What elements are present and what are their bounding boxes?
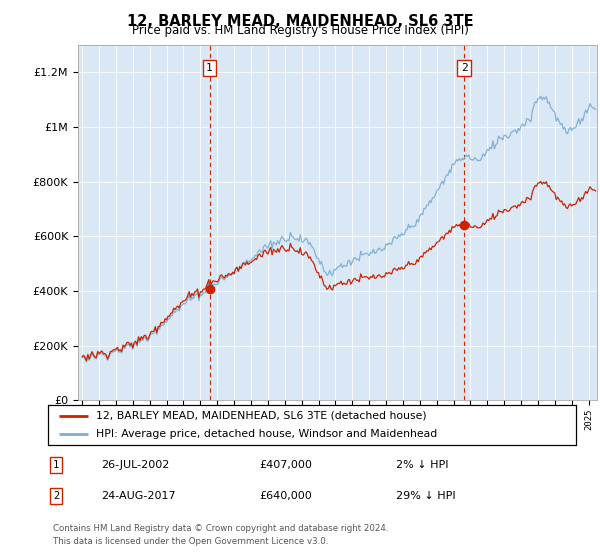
Text: 12, BARLEY MEAD, MAIDENHEAD, SL6 3TE (detached house): 12, BARLEY MEAD, MAIDENHEAD, SL6 3TE (de… (95, 411, 426, 421)
Text: 29% ↓ HPI: 29% ↓ HPI (397, 491, 456, 501)
Text: Price paid vs. HM Land Registry's House Price Index (HPI): Price paid vs. HM Land Registry's House … (131, 24, 469, 37)
Text: Contains HM Land Registry data © Crown copyright and database right 2024.: Contains HM Land Registry data © Crown c… (53, 524, 389, 534)
Text: £407,000: £407,000 (259, 460, 312, 470)
Text: 2: 2 (53, 491, 59, 501)
Text: 1: 1 (53, 460, 59, 470)
Text: This data is licensed under the Open Government Licence v3.0.: This data is licensed under the Open Gov… (53, 538, 329, 547)
Text: 24-AUG-2017: 24-AUG-2017 (101, 491, 175, 501)
Text: 1: 1 (206, 63, 213, 73)
Text: 2: 2 (461, 63, 467, 73)
Text: 12, BARLEY MEAD, MAIDENHEAD, SL6 3TE: 12, BARLEY MEAD, MAIDENHEAD, SL6 3TE (127, 14, 473, 29)
Text: £640,000: £640,000 (259, 491, 312, 501)
Text: 26-JUL-2002: 26-JUL-2002 (101, 460, 169, 470)
Text: HPI: Average price, detached house, Windsor and Maidenhead: HPI: Average price, detached house, Wind… (95, 430, 437, 439)
Text: 2% ↓ HPI: 2% ↓ HPI (397, 460, 449, 470)
